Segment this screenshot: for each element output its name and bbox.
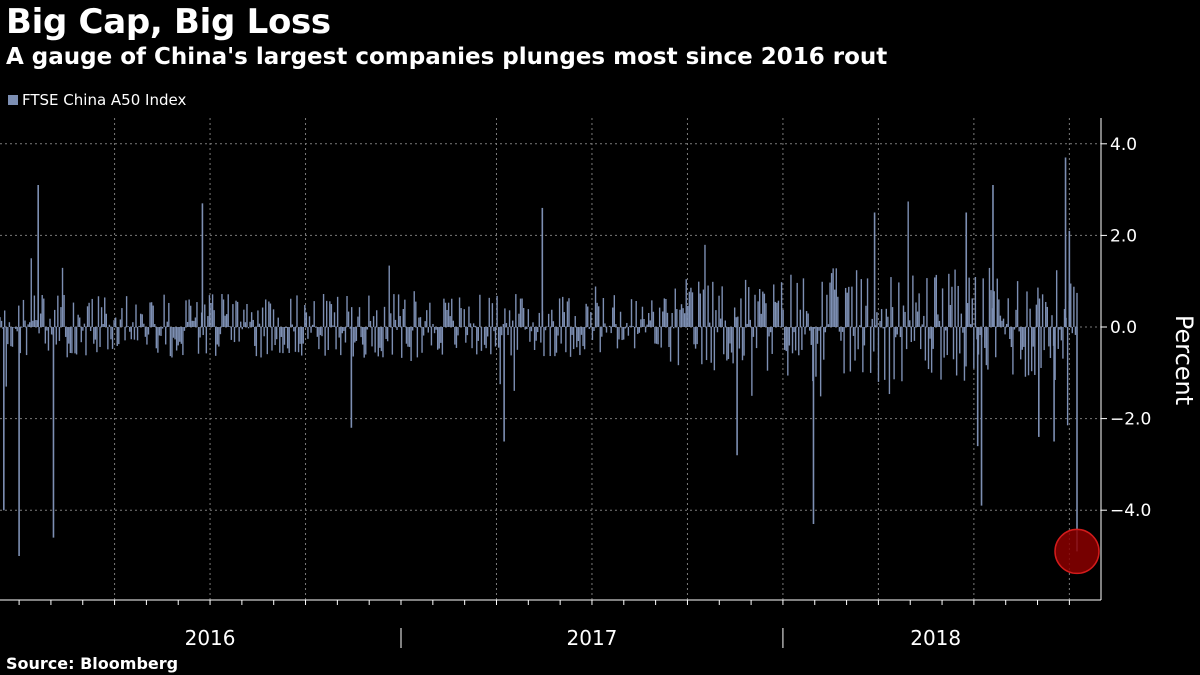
y-axis-label: Percent xyxy=(1170,315,1198,405)
highlight-circle xyxy=(1054,528,1100,575)
legend-label: FTSE China A50 Index xyxy=(22,91,187,109)
y-tick-label: 4.0 xyxy=(1110,135,1137,155)
x-year-label: 2017 xyxy=(567,626,618,650)
chart-title: Big Cap, Big Loss xyxy=(6,2,331,42)
x-year-label: 2018 xyxy=(910,626,961,650)
legend: FTSE China A50 Index xyxy=(8,91,186,109)
source-note: Source: Bloomberg xyxy=(6,654,179,673)
y-tick-label: −2.0 xyxy=(1110,410,1151,430)
x-year-label: 2016 xyxy=(185,626,236,650)
y-tick-label: 0.0 xyxy=(1110,318,1137,338)
y-tick-label: −4.0 xyxy=(1110,501,1151,521)
y-tick-label: 2.0 xyxy=(1110,226,1137,246)
legend-swatch xyxy=(8,95,18,105)
chart-subtitle: A gauge of China's largest companies plu… xyxy=(6,44,888,70)
